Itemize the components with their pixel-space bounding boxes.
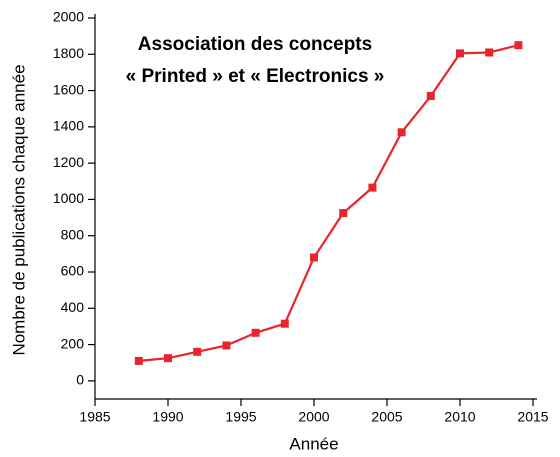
marker: [280, 319, 289, 328]
y-tick-label: 800: [61, 226, 85, 242]
y-tick-label: 400: [61, 299, 85, 315]
y-tick-label: 1400: [53, 118, 84, 134]
y-tick-label: 1800: [53, 45, 84, 61]
marker: [426, 92, 435, 101]
marker: [193, 347, 202, 356]
x-tick-label: 2005: [371, 409, 402, 425]
marker: [164, 354, 172, 363]
x-axis-label: Année: [289, 434, 338, 453]
x-tick-label: 1990: [152, 409, 183, 425]
y-tick-label: 2000: [53, 9, 84, 25]
y-tick-label: 1200: [53, 154, 84, 170]
x-tick-label: 1985: [79, 409, 110, 425]
marker: [485, 48, 494, 57]
marker: [514, 41, 523, 50]
y-tick-label: 600: [61, 263, 85, 279]
y-axis-label: Nombre de publications chaque année: [9, 64, 28, 355]
chart-title: « Printed » et « Electronics »: [126, 66, 385, 87]
marker: [368, 183, 377, 192]
x-tick-label: 2000: [298, 409, 329, 425]
marker: [456, 49, 464, 58]
y-tick-label: 200: [61, 335, 85, 351]
marker: [251, 328, 260, 337]
marker: [134, 356, 143, 365]
line: [138, 44, 519, 362]
x-tick-label: 1995: [225, 409, 256, 425]
marker: [310, 253, 318, 262]
marker: [397, 128, 406, 137]
x-tick-label: 2015: [517, 409, 548, 425]
marker: [339, 209, 348, 218]
chart-title: Association des concepts: [138, 34, 372, 55]
y-tick-label: 1000: [53, 190, 84, 206]
y-tick-label: 1600: [53, 81, 84, 97]
marker: [222, 341, 231, 350]
y-tick-label: 0: [76, 372, 84, 388]
x-tick-label: 2010: [444, 409, 475, 425]
